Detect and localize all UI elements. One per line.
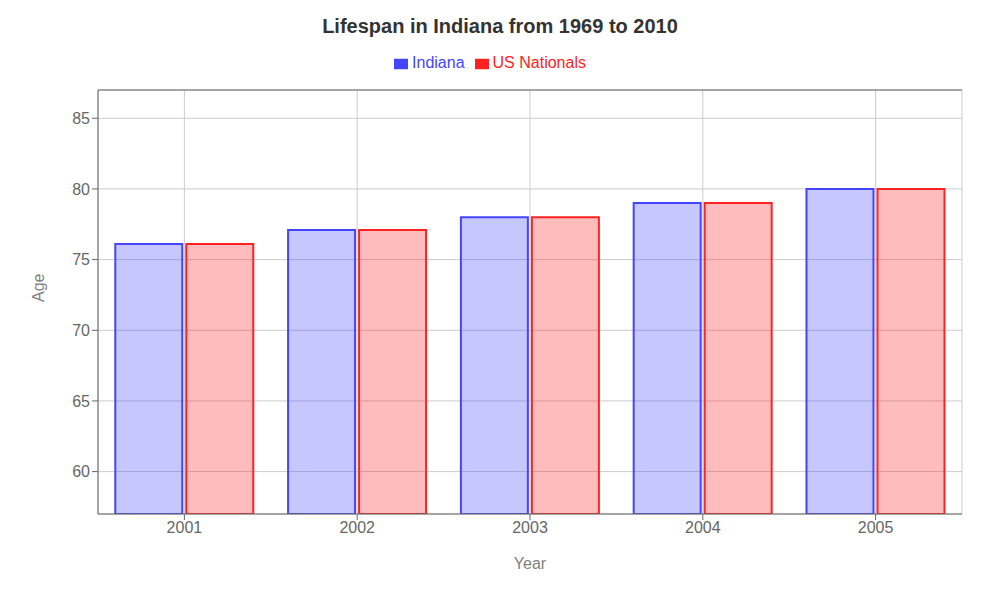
svg-text:2002: 2002 xyxy=(339,519,375,536)
html-text:Lifespan in Indiana from 1969: Lifespan in Indiana from 1969 to 2010 xyxy=(322,15,678,37)
svg-text:60: 60 xyxy=(72,463,90,480)
svg-text:75: 75 xyxy=(72,251,90,268)
svg-text:2005: 2005 xyxy=(858,519,894,536)
svg-text:65: 65 xyxy=(72,393,90,410)
svg-text:Age: Age xyxy=(30,273,47,302)
html-text:Indiana: Indiana xyxy=(412,54,465,71)
svg-text:70: 70 xyxy=(72,322,90,339)
svg-text:Year: Year xyxy=(514,555,547,572)
svg-text:80: 80 xyxy=(72,181,90,198)
svg-text:2004: 2004 xyxy=(685,519,721,536)
svg-text:2001: 2001 xyxy=(167,519,203,536)
svg-text:85: 85 xyxy=(72,110,90,127)
html-text:US Nationals: US Nationals xyxy=(492,54,586,71)
svg-text:2003: 2003 xyxy=(512,519,548,536)
